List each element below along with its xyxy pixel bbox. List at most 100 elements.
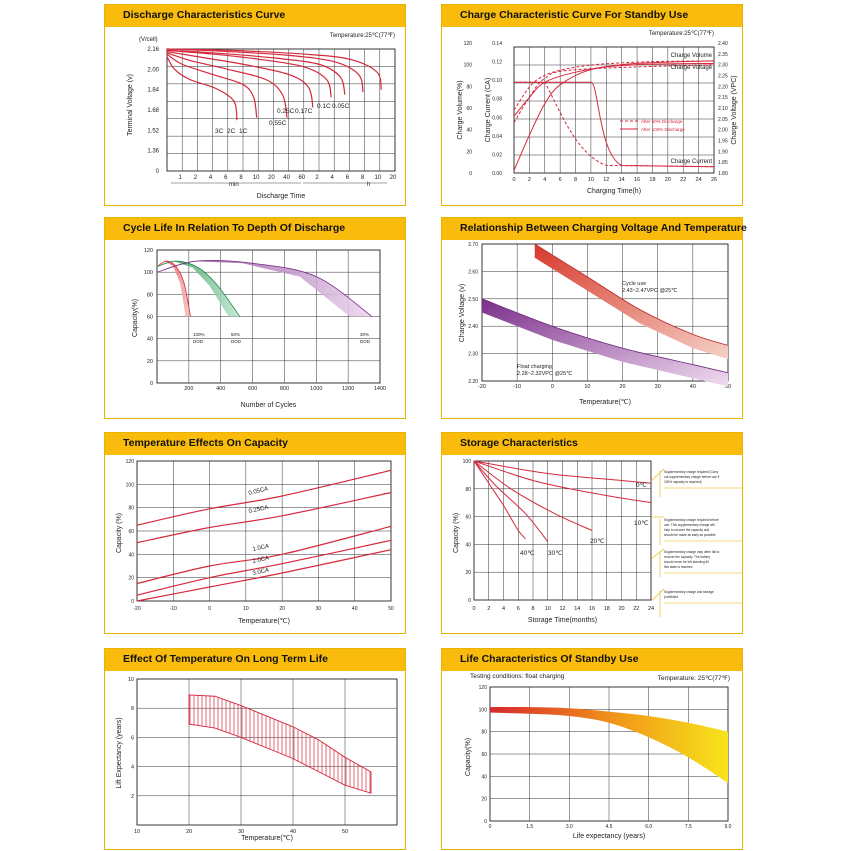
x-tick-label: 0 <box>208 606 211 612</box>
series-line <box>166 53 258 118</box>
legend-label: After 50% Discharge <box>641 119 683 124</box>
y-tick-volume: 60 <box>466 106 472 112</box>
x-tick-label: 1200 <box>342 386 354 392</box>
y-tick-label: 8 <box>131 706 134 712</box>
panel-long-term-life: Effect Of Temperature On Long Term Life … <box>104 648 406 850</box>
voltage-band <box>534 244 728 360</box>
y-tick-label: 20 <box>147 359 153 365</box>
band-label: 2.43~2.47VPC @25℃ <box>622 288 678 294</box>
x-tick-label: 20 <box>279 606 285 612</box>
x-tick-label: 60 <box>298 175 305 181</box>
voltage-band <box>482 298 728 387</box>
x-tick-label: 10 <box>584 384 590 390</box>
x-tick-label: 200 <box>184 386 193 392</box>
y-tick-volume: 120 <box>464 41 473 47</box>
y-tick-label: 40 <box>481 774 487 780</box>
x-tick-label: 1000 <box>310 386 322 392</box>
x-tick-label: 16 <box>634 177 640 183</box>
x-tick-label: 40 <box>690 384 696 390</box>
x-tick-label: 30 <box>238 829 244 835</box>
panel-title: Charge Characteristic Curve For Standby … <box>460 9 689 21</box>
y-axis-label: Charge Voltage (v) <box>459 284 466 342</box>
plot-frame <box>136 678 398 826</box>
y-tick-label: 100 <box>463 459 472 465</box>
y-tick-label: 0 <box>150 381 153 387</box>
series-label: 3C <box>215 128 224 135</box>
series-label: 0.05C <box>332 103 350 110</box>
panel-title: Storage Characteristics <box>460 437 578 449</box>
annotation-charge-voltage: Charge Voltage <box>671 65 713 71</box>
x-tick-label: -20 <box>478 384 486 390</box>
y-tick-label: 60 <box>465 515 471 521</box>
voltage-curve-50 <box>513 60 715 111</box>
x-tick-label: -20 <box>133 606 140 612</box>
x-tick-label: 4 <box>209 175 213 181</box>
y-tick-voltage: 1.85 <box>718 160 728 166</box>
note-connector <box>650 468 665 482</box>
y-axis-label: Capacity (%) <box>116 513 123 553</box>
x-tick-label: 40 <box>352 606 358 612</box>
y-tick-label: 0 <box>131 599 134 605</box>
x-tick-label: 50 <box>342 829 348 835</box>
dod-curve <box>156 260 373 317</box>
x-tick-label: 6.0 <box>645 824 652 830</box>
x-tick-label: 18 <box>649 177 655 183</box>
series-label: 3.0CA <box>252 568 270 577</box>
y-axis-label-voltage: Charge Voltage (VPC) <box>731 75 738 144</box>
panel-header: Storage Characteristics <box>442 433 742 455</box>
series-label: 40℃ <box>520 550 535 557</box>
y-tick-label: 6 <box>131 735 134 741</box>
y-tick-label: 120 <box>126 459 135 465</box>
volume-curve-50 <box>513 64 715 123</box>
x-tick-label: -10 <box>513 384 521 390</box>
y-tick-current: 0.02 <box>492 152 502 158</box>
y-tick-voltage: 2.15 <box>718 95 728 101</box>
y-tick-label: 80 <box>465 487 471 493</box>
series-line <box>166 56 238 121</box>
y-tick-voltage: 2.35 <box>718 52 728 58</box>
x-tick-label: 24 <box>648 606 654 612</box>
y-tick-voltage: 2.25 <box>718 74 728 80</box>
x-tick-label: 8 <box>531 606 534 612</box>
storage-note: this state is reached <box>664 565 693 569</box>
x-tick-label: 6 <box>346 175 350 181</box>
y-tick-label: 120 <box>144 248 153 254</box>
legend-label: After 100% Discharge <box>641 127 685 132</box>
x-tick-label: 8 <box>239 175 243 181</box>
y-tick-label: 0 <box>484 819 487 825</box>
charge-chart: Temperature:25℃(77℉) Charge Volume(%) Char… <box>457 31 738 195</box>
x-axis-label: Life expectancy (years) <box>573 833 645 840</box>
note-connector <box>650 588 665 602</box>
storage-note: prohibited <box>664 595 678 599</box>
dod-band <box>157 260 373 317</box>
x-tick-label: -10 <box>170 606 177 612</box>
plot-frame <box>481 243 729 382</box>
storage-curve <box>473 460 549 542</box>
annotation-charge-volume: Charge Volume <box>671 53 713 59</box>
panel-title: Cycle Life In Relation To Depth Of Disch… <box>123 222 346 234</box>
panel-charging-voltage: Relationship Between Charging Voltage An… <box>441 217 747 419</box>
x-axis-label: Temperature(℃) <box>238 618 290 625</box>
x-tick-label: 1400 <box>374 386 386 392</box>
capacity-curve <box>136 539 392 596</box>
series-label: 30℃ <box>548 550 563 557</box>
x-tick-label: 30 <box>655 384 661 390</box>
series-line <box>166 48 382 90</box>
discharge-chart: Temperature:25℃(77℉) (V/cell) Terminal Vol… <box>127 33 397 200</box>
y-axis-label: Terminal Voltage (v) <box>127 74 134 136</box>
x-tick-label: 18 <box>604 606 610 612</box>
x-axis-label: Storage Time(months) <box>528 617 597 624</box>
x-tick-label: 20 <box>268 175 275 181</box>
x-tick-label: 4 <box>502 606 505 612</box>
y-tick-label: 2.20 <box>468 379 478 385</box>
capacity-curve <box>136 491 392 544</box>
dod-label: DOD <box>360 339 371 344</box>
y-tick-current: 0.04 <box>492 134 502 140</box>
y-tick-volume: 20 <box>466 149 472 155</box>
storage-curve <box>473 460 526 540</box>
x-tick-label: 1.5 <box>526 824 533 830</box>
y-tick-label: 20 <box>481 797 487 803</box>
dod-label: 100% <box>193 332 205 337</box>
y-tick-label: 2.40 <box>468 324 478 330</box>
y-tick-label: 40 <box>147 337 153 343</box>
